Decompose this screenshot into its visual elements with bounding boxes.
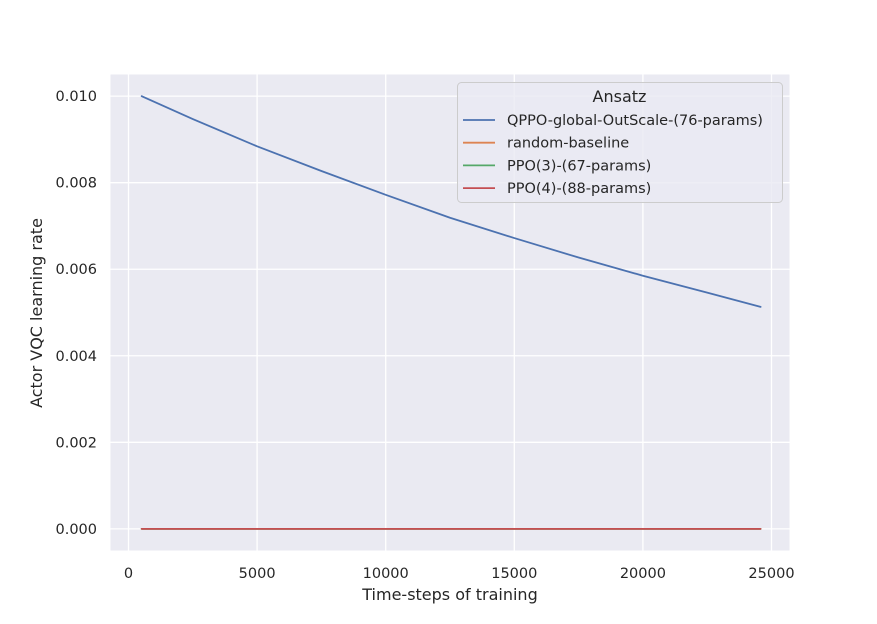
x-tick-label: 10000 [363,566,409,582]
y-tick-label: 0.004 [55,349,97,365]
x-tick-label: 25000 [748,566,794,582]
legend-box [457,82,783,203]
x-tick-label: 5000 [239,566,276,582]
x-axis-label: Time-steps of training [361,585,537,604]
y-tick-label: 0.006 [55,262,97,278]
legend-entry-label: PPO(4)-(88-params) [507,181,651,197]
x-tick-labels: 0 5000 10000 15000 20000 25000 [124,566,795,582]
legend: Ansatz QPPO-global-OutScale-(76-params) r… [457,82,783,203]
y-tick-label: 0.010 [55,89,97,105]
legend-entry-label: PPO(3)-(67-params) [507,158,651,174]
y-tick-labels: 0.000 0.002 0.004 0.006 0.008 0.010 [55,89,97,538]
y-axis-label: Actor VQC learning rate [27,218,46,408]
y-tick-label: 0.000 [55,522,97,538]
legend-entry-label: random-baseline [507,136,629,152]
x-tick-label: 0 [124,566,133,582]
legend-entry-label: QPPO-global-OutScale-(76-params) [507,113,763,129]
x-tick-label: 15000 [491,566,537,582]
y-tick-label: 0.008 [55,176,97,192]
y-tick-label: 0.002 [55,435,97,451]
x-tick-label: 20000 [620,566,666,582]
legend-title: Ansatz [593,87,647,106]
series-lines [140,95,762,530]
series-line [140,95,762,308]
